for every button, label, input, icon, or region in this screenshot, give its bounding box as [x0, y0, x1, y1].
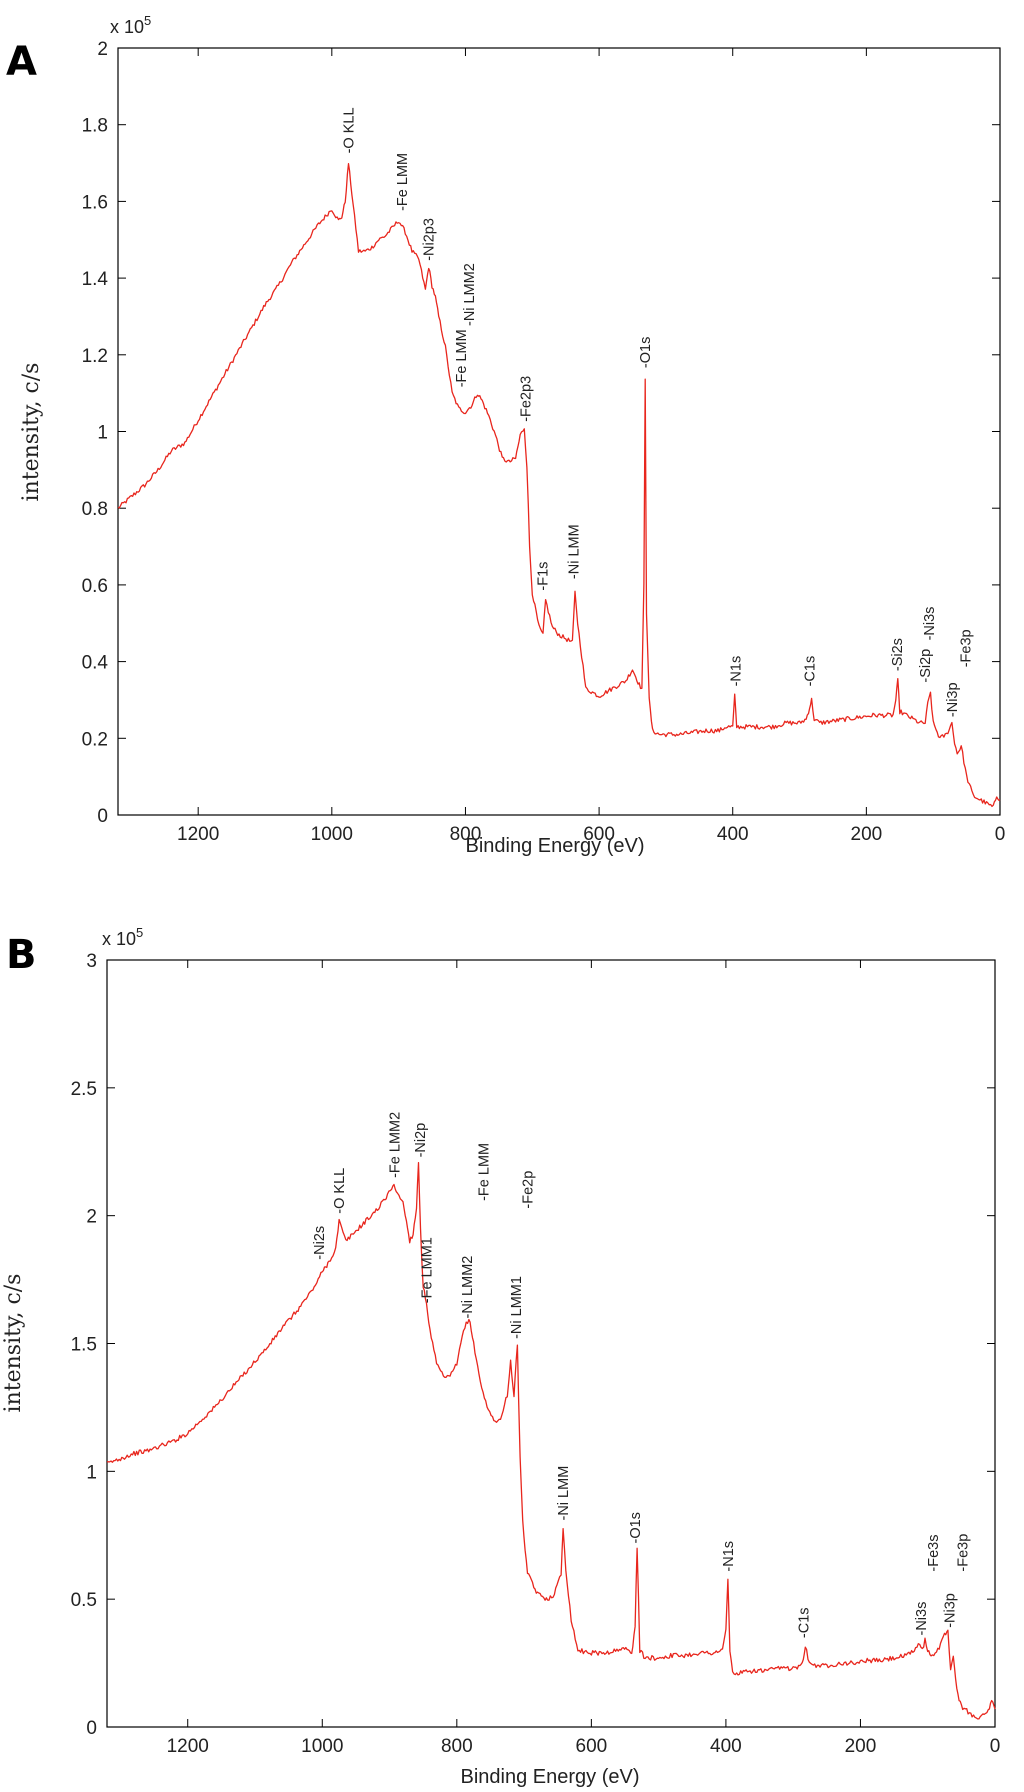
chart-a-y-tick-label: 1.2 — [82, 346, 108, 367]
chart-a-peak-label: -O1s — [638, 337, 654, 368]
chart-a: A x 105 Binding Energy (eV) intensity, c… — [6, 13, 1005, 857]
chart-b-x-tick-label: 0 — [990, 1736, 1001, 1757]
chart-b-peak-label: -O KLL — [332, 1168, 348, 1214]
chart-b-peak-label: -Fe LMM — [477, 1143, 493, 1201]
chart-a-y-tick-label: 0.2 — [82, 729, 108, 750]
chart-b-peak-label: -Ni2s — [312, 1226, 328, 1260]
chart-a-y-tick-label: 1.8 — [82, 116, 108, 137]
chart-b-plot-frame — [106, 959, 996, 1728]
chart-a-x-tick-label: 200 — [851, 824, 883, 845]
chart-b-y-tick-label: 1.5 — [71, 1335, 97, 1356]
chart-b-x-tick-label: 400 — [710, 1736, 742, 1757]
chart-a-spectrum-line — [117, 163, 1001, 808]
chart-b-peak-label: -Fe LMM1 — [420, 1237, 436, 1303]
chart-a-peak-label: -C1s — [803, 656, 819, 687]
chart-a-peak-label: -Ni LMM — [567, 524, 583, 579]
chart-b-y-axis-label: intensity, c/s — [1, 1274, 26, 1413]
chart-b-peak-label: -Ni LMM2 — [460, 1256, 476, 1319]
chart-b-peak-label: -N1s — [721, 1541, 737, 1572]
chart-b-x-tick-label: 600 — [576, 1736, 608, 1757]
chart-a-x-axis-label: Binding Energy (eV) — [466, 835, 645, 857]
chart-b-peak-label: -Fe3p — [956, 1534, 972, 1572]
chart-b-peak-label: -Fe2p — [521, 1171, 537, 1209]
chart-a-peak-label: -Fe3p — [958, 629, 974, 667]
chart-a-peak-labels: -O KLL -Fe LMM -Ni2p3 -Ni LMM2 -Fe LMM -Fe2p3… — [342, 107, 975, 717]
chart-b-x-axis-label: Binding Energy (eV) — [461, 1766, 640, 1788]
chart-a-peak-label: -Ni2p3 — [422, 218, 438, 261]
chart-a-ticks: 1200 1000 800 600 400 200 0 0 0.2 0.4 0.6 0.8 1 1.2 1.… — [82, 39, 1006, 845]
chart-a-peak-label: -Si2p — [918, 649, 934, 683]
chart-b-peak-label: -Fe3s — [926, 1535, 942, 1572]
chart-b-y-tick-label: 0 — [86, 1718, 97, 1739]
chart-a-peak-label: -Fe LMM — [454, 329, 470, 387]
chart-b-peak-label: -Fe LMM2 — [387, 1112, 403, 1178]
chart-a-x-tick-label: 400 — [717, 824, 749, 845]
chart-b-y-tick-label: 3 — [86, 951, 97, 972]
chart-b-peak-label: -C1s — [796, 1607, 812, 1638]
chart-b-peak-label: -Ni3s — [914, 1602, 930, 1636]
chart-b-peak-label: -O1s — [628, 1512, 644, 1543]
chart-a-y-tick-label: 2 — [97, 39, 108, 60]
chart-a-x-tick-label: 1000 — [311, 824, 353, 845]
chart-a-x-tick-label: 600 — [583, 824, 615, 845]
chart-b-peak-labels: -Ni2s-O KLL -Fe LMM2 -Ni2p -Fe LMM1 -Ni LMM2… — [312, 1112, 972, 1638]
chart-b-ticks: 1200 1000 800 600 400 200 0 0 0.5 1 1.5 2 2.5 3 — [71, 951, 1001, 1757]
chart-a-y-tick-label: 0.6 — [82, 576, 108, 597]
chart-a-peak-label: -Si2s — [890, 638, 906, 671]
chart-a-multiplier: x 105 — [110, 13, 151, 37]
chart-a-y-tick-label: 0 — [97, 806, 108, 827]
chart-b-x-tick-label: 200 — [845, 1736, 877, 1757]
chart-b: B x 105 Binding Energy (eV) intensity, c… — [1, 925, 1000, 1788]
chart-a-x-tick-label: 0 — [995, 824, 1006, 845]
chart-b-x-tick-label: 1000 — [301, 1736, 343, 1757]
chart-b-multiplier: x 105 — [102, 925, 143, 949]
chart-a-y-tick-label: 0.4 — [82, 653, 109, 674]
chart-b-x-tick-label: 800 — [441, 1736, 473, 1757]
chart-a-peak-label: -Ni3s — [922, 607, 938, 641]
chart-b-y-tick-label: 2.5 — [71, 1079, 97, 1100]
chart-b-peak-label: -Ni2p — [413, 1123, 429, 1158]
chart-a-y-tick-label: 1 — [97, 423, 108, 444]
chart-a-peak-label: -N1s — [728, 656, 744, 687]
chart-b-peak-label: -Ni LMM — [556, 1466, 572, 1521]
chart-a-y-axis-label: intensity, c/s — [19, 363, 44, 502]
chart-b-y-tick-label: 0.5 — [71, 1590, 97, 1611]
chart-a-y-tick-label: 1.6 — [82, 192, 108, 213]
chart-a-peak-label: -Ni LMM2 — [462, 263, 478, 326]
chart-a-peak-label: -Ni3p — [945, 682, 961, 717]
chart-b-y-tick-label: 2 — [86, 1207, 97, 1228]
chart-a-peak-label: -Fe LMM — [395, 153, 411, 211]
chart-a-x-tick-label: 800 — [450, 824, 482, 845]
chart-b-peak-label: -Ni3p — [942, 1593, 958, 1628]
chart-a-y-tick-label: 1.4 — [82, 269, 109, 290]
chart-a-peak-label: -Fe2p3 — [519, 376, 535, 422]
chart-b-spectrum-line — [106, 1162, 996, 1720]
chart-b-peak-label: -Ni LMM1 — [509, 1276, 525, 1339]
chart-a-x-tick-label: 1200 — [177, 824, 219, 845]
chart-a-peak-label: -F1s — [535, 562, 551, 591]
panel-label-b: B — [6, 932, 37, 978]
chart-a-peak-label: -O KLL — [342, 107, 358, 153]
chart-a-y-tick-label: 0.8 — [82, 499, 108, 520]
chart-a-plot-frame — [117, 47, 1001, 816]
chart-b-x-tick-label: 1200 — [167, 1736, 209, 1757]
panel-label-a: A — [6, 39, 37, 85]
chart-b-y-tick-label: 1 — [86, 1462, 97, 1483]
